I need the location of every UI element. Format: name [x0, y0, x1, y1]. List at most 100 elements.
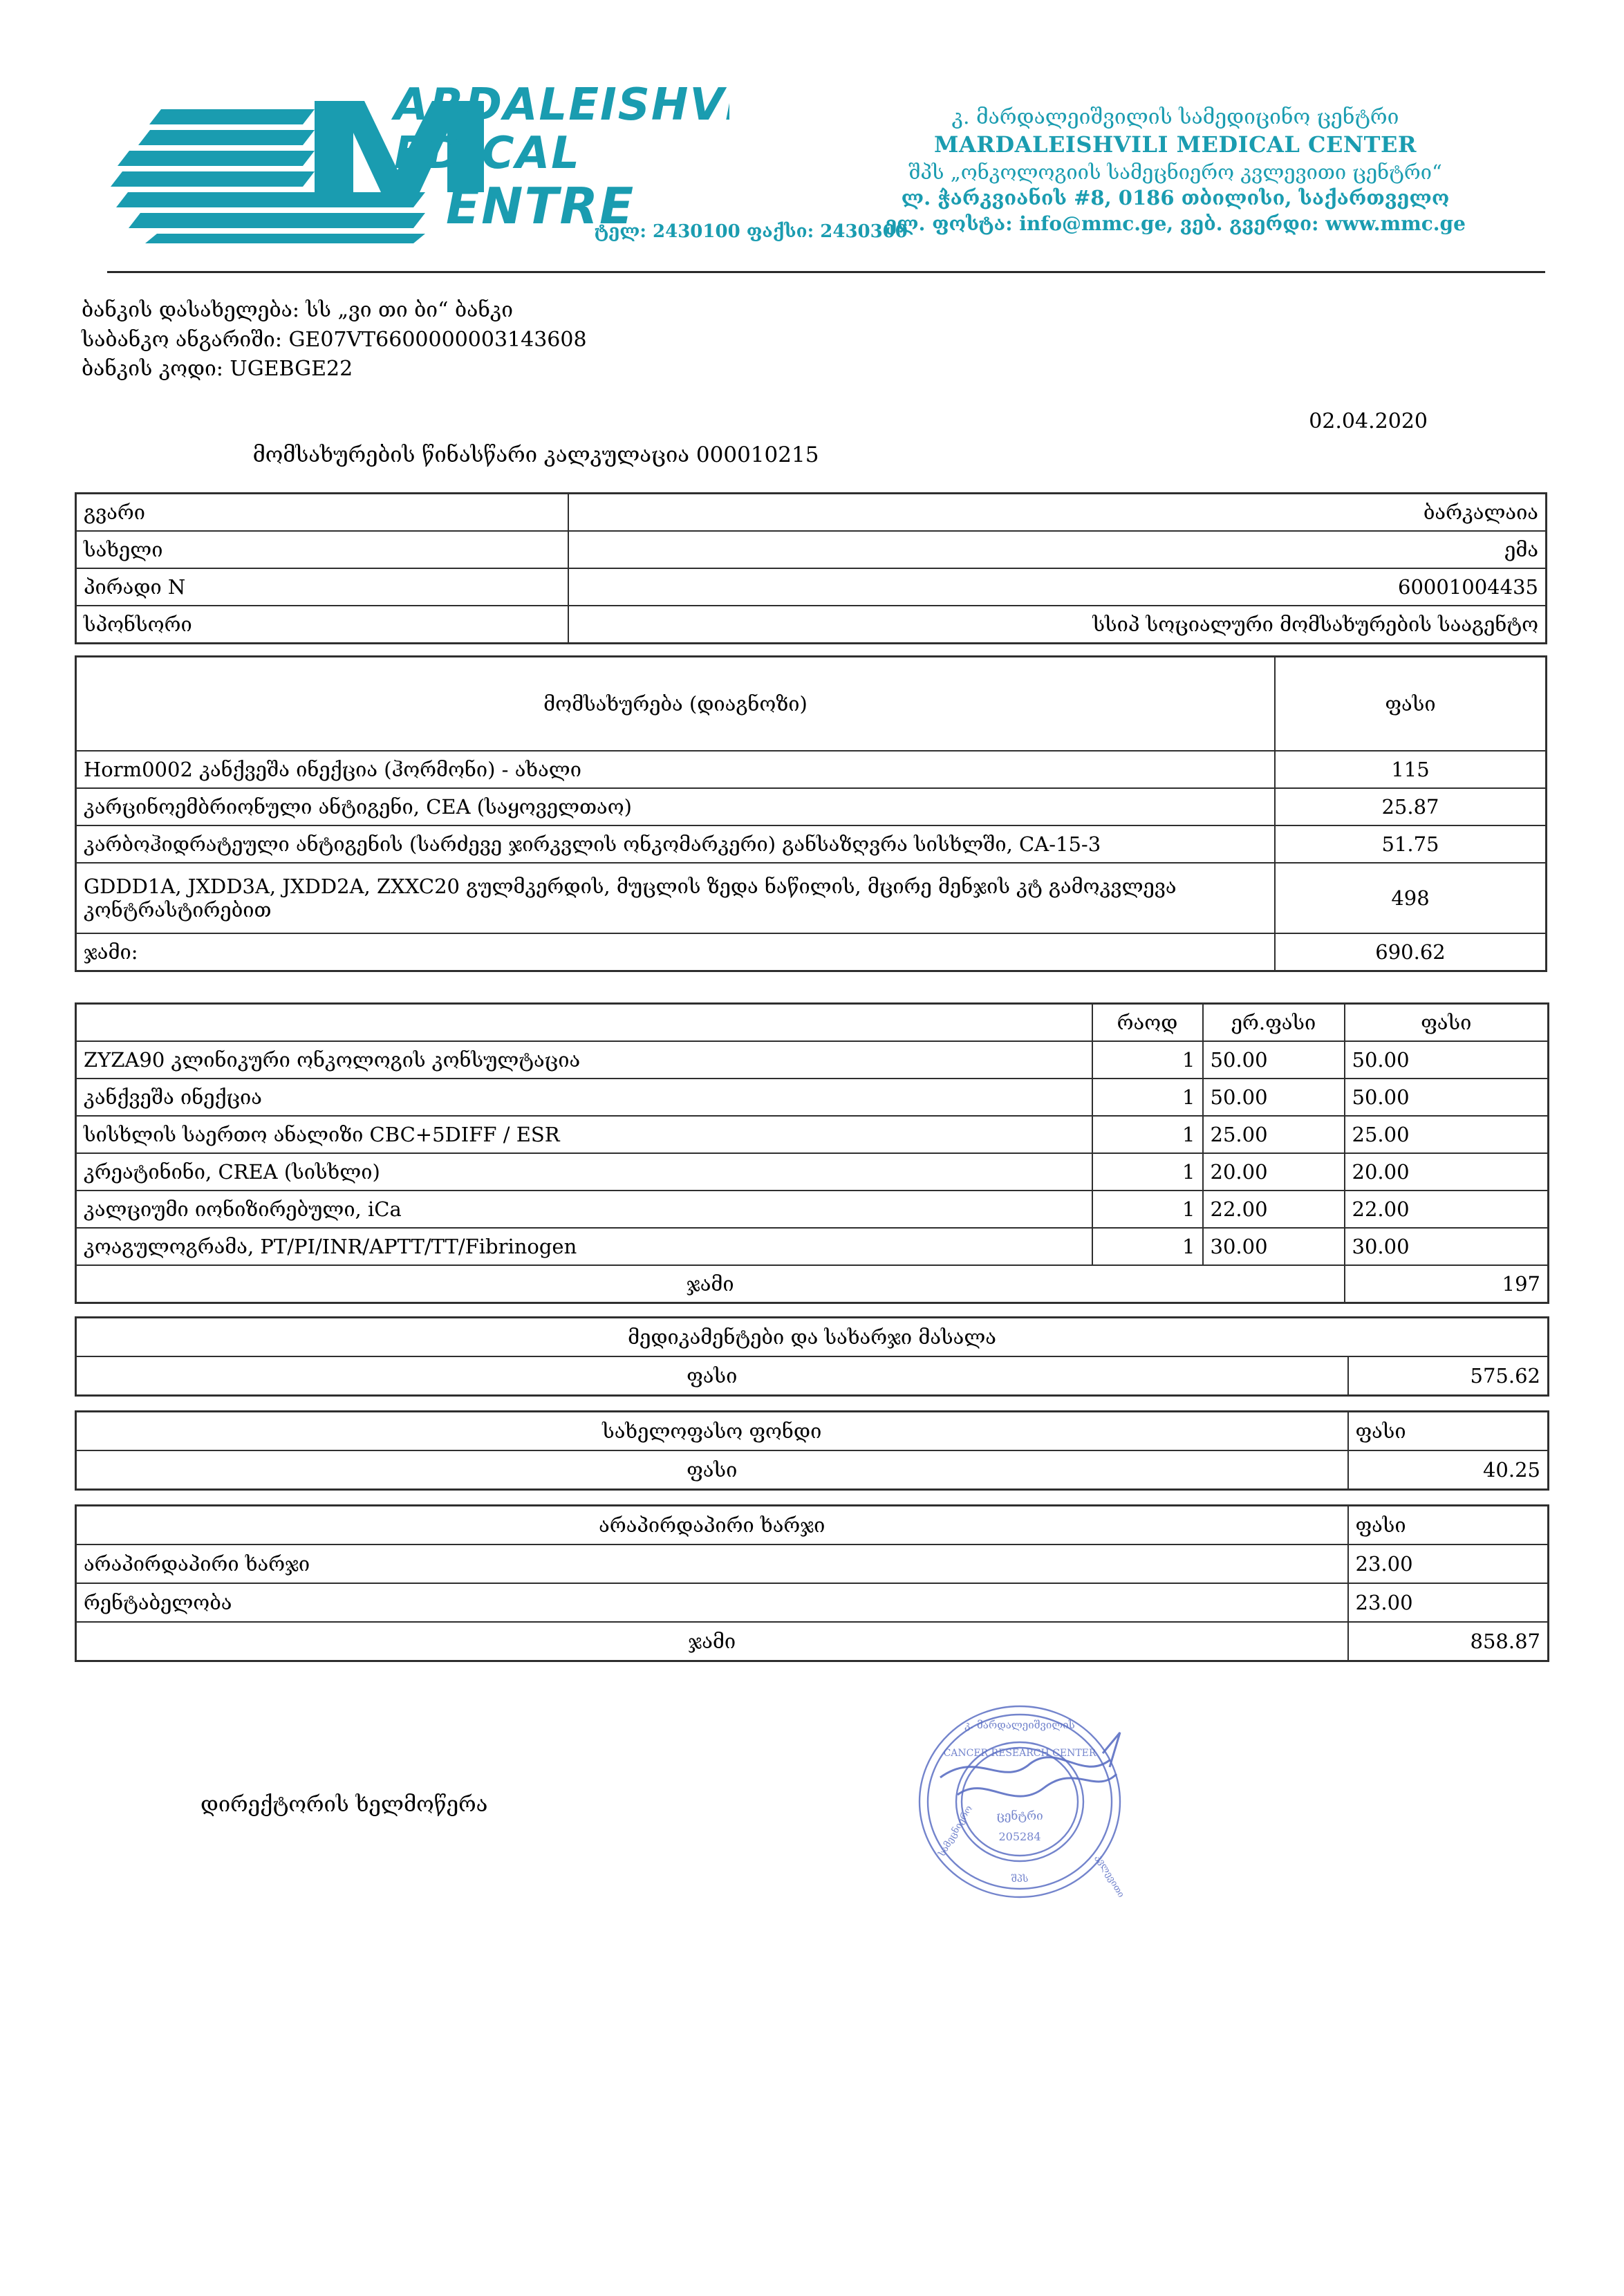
lab-item-price: 20.00 [1343, 1152, 1549, 1191]
service-price: 51.75 [1274, 825, 1547, 864]
salary-fund-table: სახელოფასო ფონდი ფასი ფასი 40.25 [75, 1410, 1549, 1491]
company-logo: ARDALEISHVILI EDICAL ENTRE [107, 82, 729, 244]
lab-header-price: ფასი [1343, 1002, 1549, 1042]
table-total-row: ჯამი 197 [75, 1264, 1549, 1304]
medicaments-header: მედიკამენტები და სახარჯი მასალა [75, 1316, 1549, 1357]
bank-account-line: საბანკო ანგარიში: GE07VT6600000003143608 [82, 327, 587, 352]
bank-details-block: ბანკის დასახელება: სს „ვი თი ბი“ ბანკი ს… [82, 296, 587, 384]
lab-total-label: ჯამი [75, 1264, 1345, 1304]
lab-item-unitprice: 22.00 [1202, 1190, 1345, 1229]
table-row: ფასი 575.62 [75, 1356, 1549, 1397]
lab-items-table: რაოდ ერ.ფასი ფასი ZYZA90 კლინიკური ონკოლ… [75, 1002, 1549, 1304]
patient-field-label: სპონსორი [75, 605, 569, 644]
document-date: 02.04.2020 [1309, 409, 1428, 433]
clinic-name-ka: კ. მარდალეიშვილის სამედიცინო ცენტრი [951, 105, 1399, 129]
official-stamp: კ. მარდალეიშვილის CANCER RESEARCH CENTER… [875, 1684, 1165, 1912]
lab-item-description: ZYZA90 კლინიკური ონკოლოგის კონსულტაცია [75, 1040, 1093, 1079]
svg-text:CANCER RESEARCH CENTER: CANCER RESEARCH CENTER [944, 1748, 1096, 1759]
services-total-value: 690.62 [1274, 933, 1547, 972]
services-header-description: მომსახურება (დიაგნოზი) [75, 655, 1276, 752]
lab-item-price: 50.00 [1343, 1078, 1549, 1117]
patient-field-label: გვარი [75, 492, 569, 532]
service-price: 498 [1274, 862, 1547, 934]
lab-header-spacer [76, 1004, 1092, 1042]
medicaments-price-label: ფასი [75, 1356, 1349, 1397]
service-description: GDDD1A, JXDD3A, JXDD2A, ZXXC20 გულმკერდი… [75, 862, 1276, 934]
patient-field-value: ემა [568, 530, 1547, 569]
table-row: ფასი 40.25 [75, 1450, 1549, 1491]
indirect-header: არაპირდაპირი ხარჯი [75, 1504, 1349, 1545]
svg-text:სამეცნიერო: სამეცნიერო [936, 1804, 975, 1859]
lab-header-quantity: რაოდ [1091, 1002, 1204, 1042]
lab-item-unitprice: 50.00 [1202, 1078, 1345, 1117]
table-row: კანქვეშა ინექცია 1 50.00 50.00 [75, 1078, 1549, 1117]
table-row: რენტაბელობა 23.00 [75, 1583, 1549, 1623]
table-row: სპონსორი სსიპ სოციალური მომსახურების საა… [75, 605, 1547, 644]
table-row: პირადი N 60001004435 [75, 568, 1547, 606]
lab-item-description: კანქვეშა ინექცია [75, 1078, 1093, 1117]
table-row: კარცინოემბრიონული ანტიგენი, CEA (საყოველ… [75, 787, 1547, 826]
clinic-subtitle-ka: შპს „ონკოლოგიის სამეცნიერო კვლევითი ცენტ… [908, 160, 1442, 184]
document-title: მომსახურების წინასწარი კალკულაცია 000010… [252, 442, 819, 467]
lab-total-value: 197 [1343, 1264, 1549, 1304]
stamp-seal-icon: კ. მარდალეიშვილის CANCER RESEARCH CENTER… [918, 1705, 1126, 1900]
clinic-identity-block: კ. მარდალეიშვილის სამედიცინო ცენტრი MARD… [802, 104, 1549, 236]
clinic-contacts-ka: ელ. ფოსტა: info@mmc.ge, ვებ. გვერდი: www… [885, 212, 1466, 235]
table-row: სისხლის საერთო ანალიზი CBC+5DIFF / ESR 1… [75, 1115, 1549, 1154]
table-row: ZYZA90 კლინიკური ონკოლოგის კონსულტაცია 1… [75, 1040, 1549, 1079]
lab-item-unitprice: 50.00 [1202, 1040, 1345, 1079]
indirect-item-value: 23.00 [1347, 1583, 1549, 1623]
lab-item-unitprice: 20.00 [1202, 1152, 1345, 1191]
logo-mark-icon: ARDALEISHVILI EDICAL ENTRE [111, 82, 729, 243]
svg-text:205284: 205284 [998, 1830, 1040, 1843]
lab-item-quantity: 1 [1091, 1152, 1204, 1191]
lab-item-quantity: 1 [1091, 1115, 1204, 1154]
lab-header-unitprice: ერ.ფასი [1202, 1002, 1345, 1042]
patient-field-label: სახელი [75, 530, 569, 569]
table-row: GDDD1A, JXDD3A, JXDD2A, ZXXC20 გულმკერდი… [75, 862, 1547, 934]
services-header-price: ფასი [1274, 655, 1547, 752]
table-row: კრეატინინი, CREA (სისხლი) 1 20.00 20.00 [75, 1152, 1549, 1191]
patient-info-table: გვარი ბარკალაია სახელი ემა პირადი N 6000… [75, 492, 1547, 644]
svg-text:შპს: შპს [1011, 1873, 1029, 1885]
svg-text:ENTRE: ENTRE [446, 177, 635, 235]
lab-item-description: სისხლის საერთო ანალიზი CBC+5DIFF / ESR [75, 1115, 1093, 1154]
service-description: Horm0002 კანქვეშა ინექცია (ჰორმონი) - ახ… [75, 750, 1276, 789]
svg-text:ARDALEISHVILI: ARDALEISHVILI [391, 82, 729, 131]
lab-item-description: კოაგულოგრამა, PT/PI/INR/APTT/TT/Fibrinog… [75, 1227, 1093, 1266]
indirect-item-value: 23.00 [1347, 1544, 1549, 1584]
lab-item-unitprice: 25.00 [1202, 1115, 1345, 1154]
table-row: კალციუმი იონიზირებული, iCa 1 22.00 22.00 [75, 1190, 1549, 1229]
fund-price-label: ფასი [75, 1450, 1349, 1491]
indirect-item-label: არაპირდაპირი ხარჯი [75, 1544, 1349, 1584]
grand-total-value: 858.87 [1347, 1621, 1549, 1662]
signature-label: დირექტორის ხელმოწერა [200, 1792, 488, 1817]
table-total-row: ჯამი: 690.62 [75, 933, 1547, 972]
lab-item-description: კრეატინინი, CREA (სისხლი) [75, 1152, 1093, 1191]
fund-header-value: ფასი [1347, 1410, 1549, 1451]
indirect-item-label: რენტაბელობა [75, 1583, 1349, 1623]
lab-item-price: 30.00 [1343, 1227, 1549, 1266]
lab-item-price: 22.00 [1343, 1190, 1549, 1229]
service-description: კარცინოემბრიონული ანტიგენი, CEA (საყოველ… [75, 787, 1276, 826]
medicaments-table: მედიკამენტები და სახარჯი მასალა ფასი 575… [75, 1316, 1550, 1397]
table-row: სახელი ემა [75, 530, 1547, 569]
table-row: კოაგულოგრამა, PT/PI/INR/APTT/TT/Fibrinog… [75, 1227, 1549, 1266]
lab-item-description: კალციუმი იონიზირებული, iCa [75, 1190, 1093, 1229]
medicaments-price-value: 575.62 [1347, 1356, 1549, 1397]
bank-name-line: ბანკის დასახელება: სს „ვი თი ბი“ ბანკი [82, 298, 514, 322]
svg-text:კვლევითი: კვლევითი [1094, 1854, 1126, 1900]
service-price: 115 [1274, 750, 1547, 789]
clinic-name-en: MARDALEISHVILI MEDICAL CENTER [934, 131, 1417, 158]
lab-item-quantity: 1 [1091, 1227, 1204, 1266]
service-price: 25.87 [1274, 787, 1547, 826]
table-header-row: მედიკამენტები და სახარჯი მასალა [75, 1316, 1549, 1357]
fund-price-value: 40.25 [1347, 1450, 1549, 1491]
table-header-row: სახელოფასო ფონდი ფასი [75, 1410, 1549, 1451]
indirect-costs-table: არაპირდაპირი ხარჯი ფასი არაპირდაპირი ხარ… [75, 1504, 1549, 1662]
header-divider [107, 271, 1545, 273]
document-header: ARDALEISHVILI EDICAL ENTRE კ. მარდალეიშვ… [0, 0, 1624, 277]
bank-code-line: ბანკის კოდი: UGEBGE22 [82, 357, 353, 382]
lab-item-quantity: 1 [1091, 1078, 1204, 1117]
